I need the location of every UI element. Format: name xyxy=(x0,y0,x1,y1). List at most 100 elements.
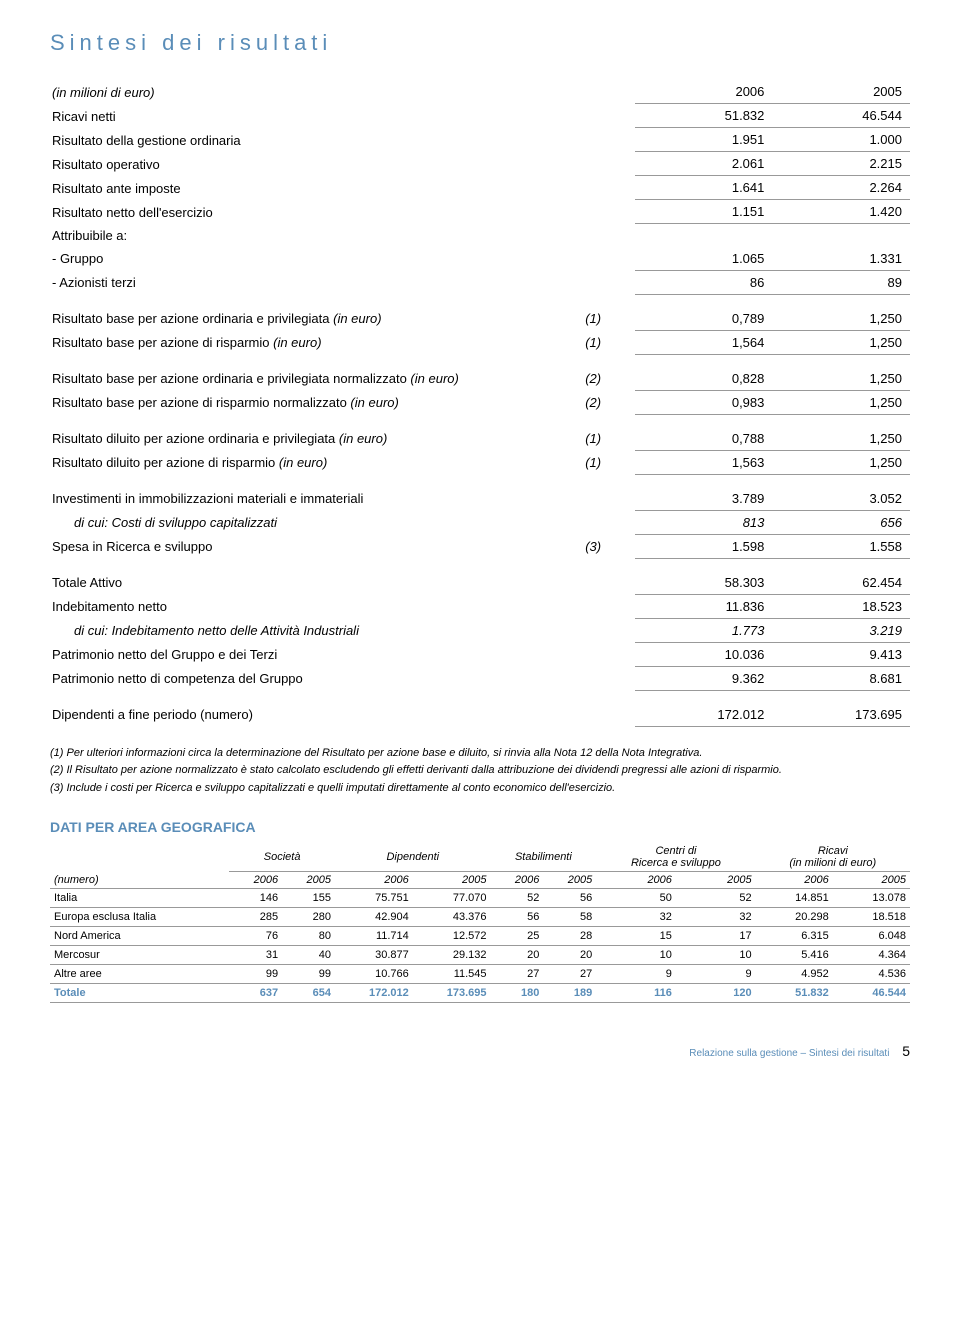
row-note xyxy=(583,247,635,271)
geo-cell: 5.416 xyxy=(756,946,833,965)
row-note: (1) xyxy=(583,450,635,474)
row-value: 656 xyxy=(772,510,910,534)
geo-cell: 25 xyxy=(491,927,544,946)
geo-cell: 32 xyxy=(596,908,676,927)
group-header: Società xyxy=(229,843,335,872)
row-note xyxy=(583,200,635,224)
row-value: 58.303 xyxy=(635,571,773,595)
year-header: 2005 xyxy=(413,872,491,889)
year-header: 2006 xyxy=(596,872,676,889)
row-label: Patrimonio netto di competenza del Grupp… xyxy=(50,666,583,690)
row-value: 1.065 xyxy=(635,247,773,271)
row-note xyxy=(583,104,635,128)
row-value: 0,983 xyxy=(635,390,773,414)
row-label: Ricavi netti xyxy=(50,104,583,128)
geo-cell: 77.070 xyxy=(413,889,491,908)
row-label: di cui: Indebitamento netto delle Attivi… xyxy=(50,618,583,642)
row-note xyxy=(583,270,635,294)
row-label: Risultato base per azione di risparmio (… xyxy=(50,330,583,354)
geo-row-label: Italia xyxy=(50,889,229,908)
row-value: 1.420 xyxy=(772,200,910,224)
geo-cell: 637 xyxy=(229,984,282,1003)
geo-cell: 52 xyxy=(676,889,756,908)
row-value: 3.789 xyxy=(635,487,773,511)
page-footer: Relazione sulla gestione – Sintesi dei r… xyxy=(50,1043,910,1059)
row-value: 0,788 xyxy=(635,427,773,451)
row-note xyxy=(583,703,635,727)
geo-cell: 11.714 xyxy=(335,927,413,946)
geo-cell: 173.695 xyxy=(413,984,491,1003)
row-value: 173.695 xyxy=(772,703,910,727)
row-label: Totale Attivo xyxy=(50,571,583,595)
geo-cell: 75.751 xyxy=(335,889,413,908)
geo-cell: 116 xyxy=(596,984,676,1003)
geo-cell: 180 xyxy=(491,984,544,1003)
geo-cell: 20.298 xyxy=(756,908,833,927)
row-note xyxy=(583,594,635,618)
geo-cell: 13.078 xyxy=(833,889,910,908)
row-label: - Azionisti terzi xyxy=(50,270,583,294)
row-value: 10.036 xyxy=(635,642,773,666)
summary-table: (in milioni di euro)20062005Ricavi netti… xyxy=(50,80,910,727)
geo-cell: 4.952 xyxy=(756,965,833,984)
geo-cell: 4.364 xyxy=(833,946,910,965)
row-label: Risultato base per azione ordinaria e pr… xyxy=(50,367,583,391)
row-value: 3.219 xyxy=(772,618,910,642)
geographic-section-title: DATI PER AREA GEOGRAFICA xyxy=(50,819,910,835)
geo-row-label: Mercosur xyxy=(50,946,229,965)
geo-row-label: Totale xyxy=(50,984,229,1003)
geo-cell: 120 xyxy=(676,984,756,1003)
geo-cell: 27 xyxy=(543,965,596,984)
group-header: Ricavi(in milioni di euro) xyxy=(756,843,910,872)
geo-cell: 20 xyxy=(543,946,596,965)
row-value: 8.681 xyxy=(772,666,910,690)
row-label: Risultato ante imposte xyxy=(50,176,583,200)
geo-cell: 172.012 xyxy=(335,984,413,1003)
row-label: Risultato diluito per azione ordinaria e… xyxy=(50,427,583,451)
year-header: 2005 xyxy=(772,80,910,104)
row-value: 9.413 xyxy=(772,642,910,666)
geo-cell: 20 xyxy=(491,946,544,965)
geo-cell: 56 xyxy=(543,889,596,908)
row-note: (1) xyxy=(583,307,635,331)
row-note xyxy=(583,487,635,511)
year-header: 2005 xyxy=(282,872,335,889)
geo-cell: 29.132 xyxy=(413,946,491,965)
row-label: Attribuibile a: xyxy=(50,224,583,247)
row-note: (2) xyxy=(583,367,635,391)
row-note xyxy=(583,128,635,152)
geo-cell: 9 xyxy=(596,965,676,984)
geo-cell: 52 xyxy=(491,889,544,908)
row-value: 3.052 xyxy=(772,487,910,511)
row-value: 51.832 xyxy=(635,104,773,128)
row-value: 1.331 xyxy=(772,247,910,271)
geo-cell: 80 xyxy=(282,927,335,946)
group-header: Stabilimenti xyxy=(491,843,597,872)
row-value: 1,250 xyxy=(772,330,910,354)
geo-cell: 10 xyxy=(596,946,676,965)
geo-cell: 15 xyxy=(596,927,676,946)
geo-cell: 27 xyxy=(491,965,544,984)
geo-cell: 189 xyxy=(543,984,596,1003)
footnotes: (1) Per ulteriori informazioni circa la … xyxy=(50,745,910,798)
row-label: Risultato base per azione di risparmio n… xyxy=(50,390,583,414)
row-value: 2.264 xyxy=(772,176,910,200)
group-header: Dipendenti xyxy=(335,843,491,872)
row-value: 1.641 xyxy=(635,176,773,200)
row-label: - Gruppo xyxy=(50,247,583,271)
page-number: 5 xyxy=(902,1043,910,1059)
geo-cell: 43.376 xyxy=(413,908,491,927)
row-label: Investimenti in immobilizzazioni materia… xyxy=(50,487,583,511)
row-note: (2) xyxy=(583,390,635,414)
geo-cell: 146 xyxy=(229,889,282,908)
geo-cell: 28 xyxy=(543,927,596,946)
geo-cell: 56 xyxy=(491,908,544,927)
geo-cell: 30.877 xyxy=(335,946,413,965)
row-note xyxy=(583,642,635,666)
row-label: Spesa in Ricerca e sviluppo xyxy=(50,534,583,558)
geo-cell: 11.545 xyxy=(413,965,491,984)
geo-cell: 99 xyxy=(282,965,335,984)
row-label: Risultato netto dell'esercizio xyxy=(50,200,583,224)
geo-row-label: Altre aree xyxy=(50,965,229,984)
geo-cell: 9 xyxy=(676,965,756,984)
